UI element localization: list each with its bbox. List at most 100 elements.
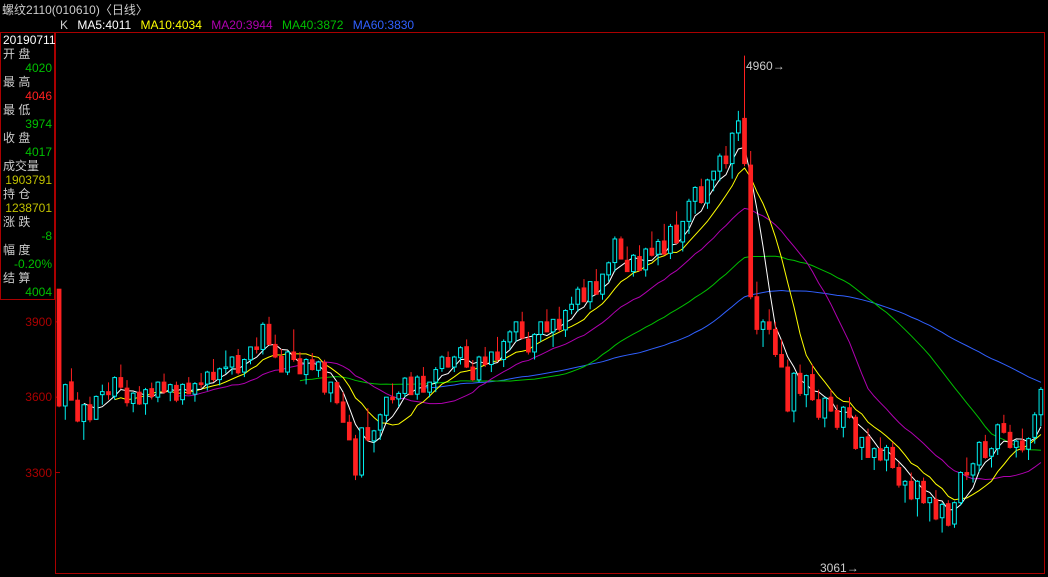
candle	[502, 341, 506, 359]
candle	[230, 357, 234, 367]
candle	[150, 389, 154, 397]
candle	[1021, 441, 1025, 450]
candle	[866, 437, 870, 458]
candle	[242, 360, 246, 373]
candle	[452, 357, 456, 367]
price-annotation: 4960→	[746, 59, 785, 73]
candle	[477, 357, 481, 380]
info-high: 4046	[1, 89, 54, 103]
y-axis-label: 3300	[4, 466, 52, 480]
y-axis-label: 3900	[4, 315, 52, 329]
candle	[286, 352, 290, 372]
candle	[965, 473, 969, 476]
candle	[885, 447, 889, 460]
info-chg: -8	[1, 229, 54, 243]
candle	[175, 385, 179, 400]
candle	[632, 255, 636, 271]
ma-line-ma5	[84, 147, 1041, 509]
candle	[267, 324, 271, 344]
candle	[996, 425, 1000, 449]
chart-title: 螺纹2110(010610)〈日线〉	[2, 1, 148, 18]
candle	[539, 322, 543, 335]
candle	[514, 322, 518, 332]
candle	[533, 334, 537, 352]
candle	[804, 376, 808, 395]
candle	[440, 357, 444, 369]
candle	[761, 322, 765, 330]
candle	[625, 260, 629, 271]
candle	[601, 274, 605, 294]
candle	[446, 358, 450, 368]
candle	[88, 405, 92, 420]
candle	[63, 385, 67, 406]
candle	[397, 393, 401, 399]
candle	[292, 352, 296, 360]
ohlc-info-panel: 20190711 开 盘 4020 最 高 4046 最 低 3974 收 盘 …	[0, 32, 55, 300]
candle	[675, 225, 679, 243]
candlestick-chart[interactable]: 3300360039004960→3061→	[55, 32, 1045, 574]
candle	[922, 481, 926, 502]
candle	[508, 332, 512, 342]
candle	[1027, 439, 1031, 450]
info-pct-lbl: 幅 度	[1, 243, 54, 257]
candle	[730, 133, 734, 163]
candle	[76, 400, 80, 421]
candle	[1008, 432, 1012, 447]
candle	[465, 347, 469, 367]
candle	[841, 407, 845, 427]
info-pct: -0.20%	[1, 257, 54, 271]
candle	[792, 373, 796, 411]
candle	[644, 249, 648, 270]
ma-line-ma10	[115, 168, 1041, 500]
candle	[755, 297, 759, 330]
info-high-lbl: 最 高	[1, 75, 54, 89]
candle	[582, 288, 586, 302]
info-open-lbl: 开 盘	[1, 47, 54, 61]
candle	[903, 481, 907, 485]
info-low-lbl: 最 低	[1, 103, 54, 117]
candle	[341, 402, 345, 422]
ma-line-ma20	[176, 208, 1041, 479]
candle	[459, 348, 463, 358]
legend-k: K	[60, 18, 68, 32]
candle	[119, 378, 123, 388]
candle	[249, 347, 253, 360]
candle	[255, 347, 259, 350]
info-settle-lbl: 结 算	[1, 271, 54, 285]
candle	[669, 226, 673, 253]
candle	[138, 392, 142, 404]
info-open: 4020	[1, 61, 54, 75]
candle	[780, 354, 784, 367]
info-vol: 1903791	[1, 173, 54, 187]
candle	[916, 481, 920, 498]
candle	[372, 431, 376, 441]
candle	[131, 393, 135, 403]
candle	[743, 118, 747, 163]
candle	[354, 439, 358, 475]
candle	[391, 397, 395, 400]
info-settle: 4004	[1, 285, 54, 299]
candle	[422, 376, 426, 392]
candle	[990, 449, 994, 457]
candle	[848, 408, 852, 418]
candle	[70, 382, 74, 400]
candle	[317, 362, 321, 370]
candle	[428, 382, 432, 392]
info-vol-lbl: 成交量	[1, 159, 54, 173]
candle	[749, 165, 753, 297]
candle	[1039, 389, 1043, 414]
candle	[656, 241, 660, 254]
candle	[94, 396, 98, 419]
candle	[1014, 441, 1018, 447]
legend-ma5: MA5:4011	[77, 18, 131, 32]
candle	[125, 388, 129, 403]
candle	[181, 384, 185, 399]
candle	[650, 248, 654, 255]
candle	[378, 415, 382, 430]
candle	[156, 382, 160, 397]
candle	[144, 390, 148, 404]
candle	[360, 428, 364, 475]
candle	[471, 367, 475, 380]
candle	[712, 171, 716, 180]
candle	[82, 405, 86, 422]
